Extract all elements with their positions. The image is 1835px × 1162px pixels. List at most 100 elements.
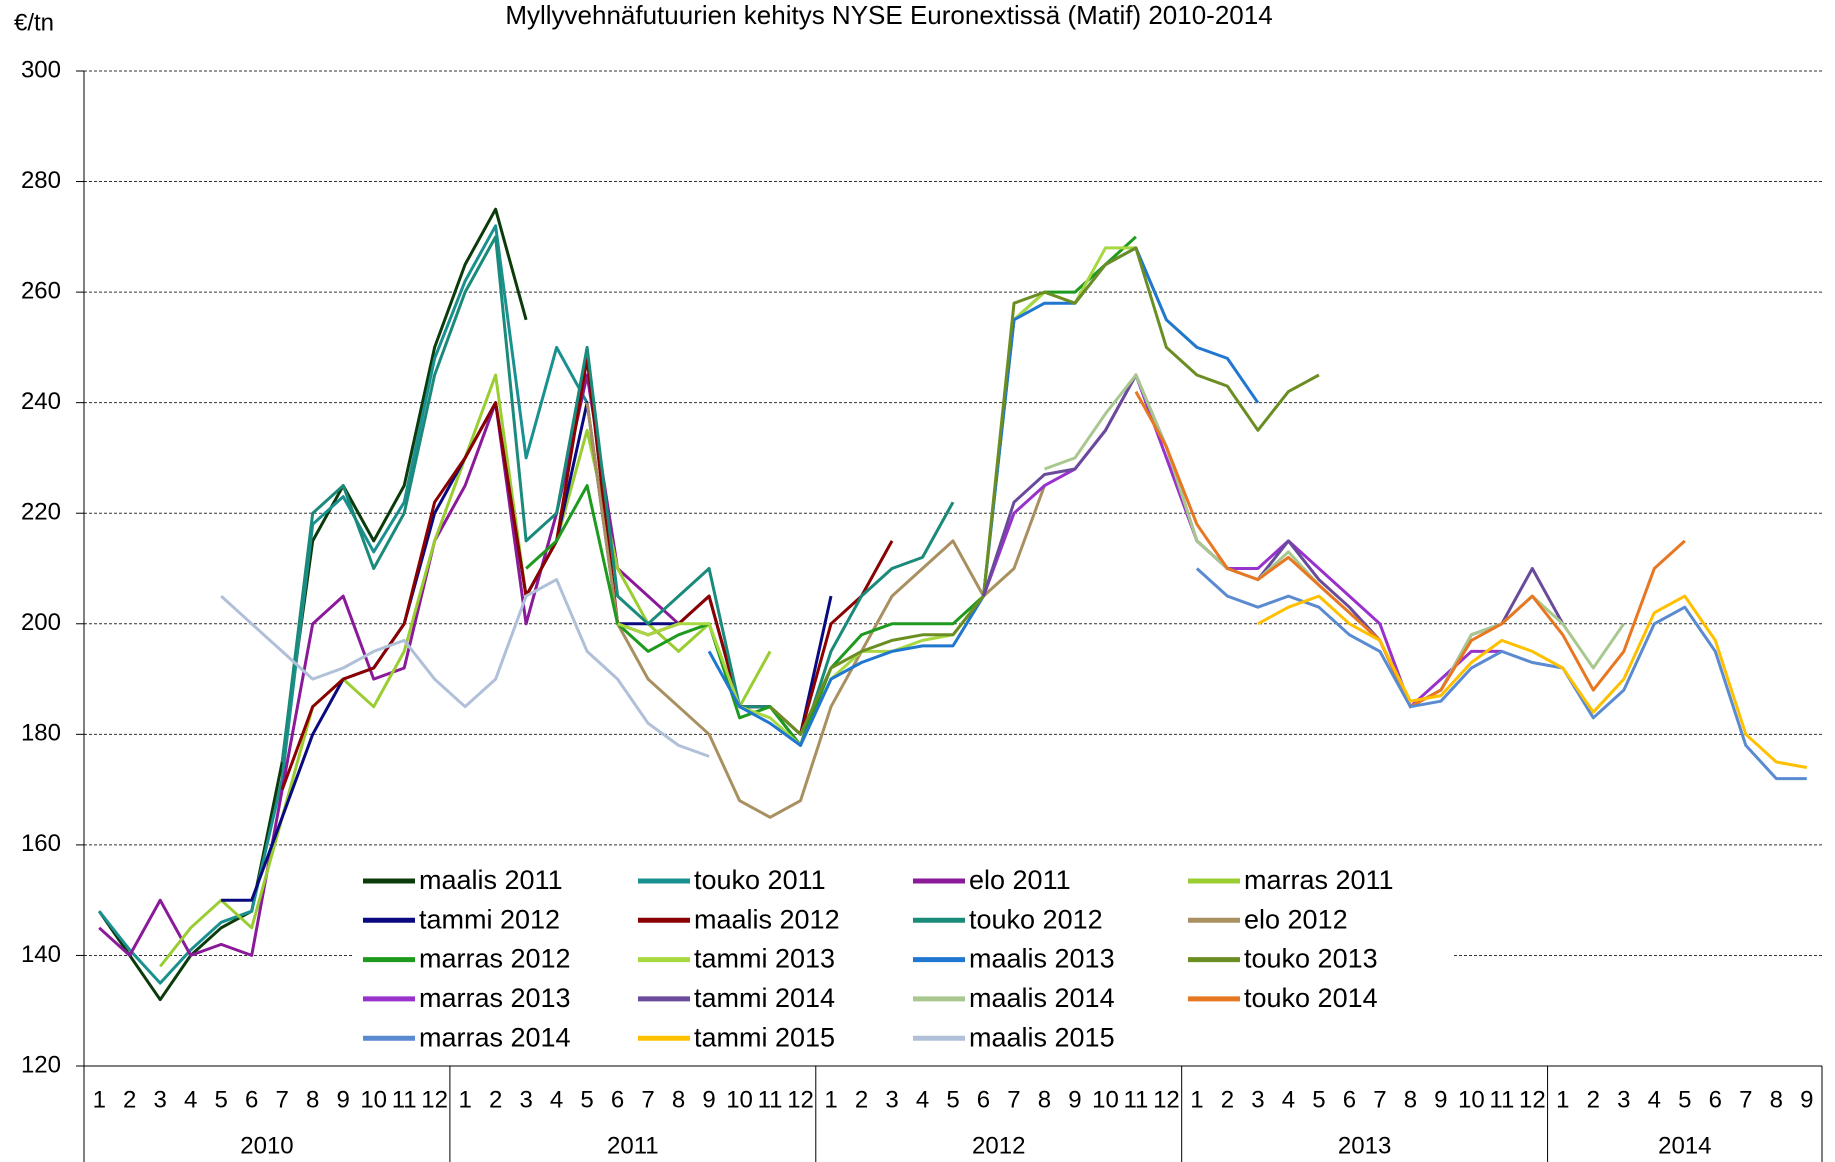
x-tick-label: 10: [1092, 1086, 1119, 1113]
x-tick-label: 2: [489, 1086, 502, 1113]
x-tick-label: 5: [1312, 1086, 1325, 1113]
legend-box: [352, 861, 1452, 1062]
x-tick-label: 3: [154, 1086, 167, 1113]
x-tick-label: 2: [1221, 1086, 1234, 1113]
x-tick-label: 10: [360, 1086, 387, 1113]
x-tick-label: 5: [946, 1086, 959, 1113]
series-line: [98, 224, 589, 985]
x-tick-label: 2: [855, 1086, 868, 1113]
legend-label: maalis 2014: [969, 983, 1115, 1013]
series-line: [98, 373, 680, 957]
x-tick-label: 8: [1038, 1086, 1051, 1113]
legend-label: tammi 2015: [694, 1022, 835, 1052]
x-tick-label: 1: [93, 1086, 106, 1113]
x-tick-label: 3: [1251, 1086, 1264, 1113]
y-tick-label: 200: [21, 609, 61, 636]
series-line: [982, 373, 1565, 709]
series-line: [707, 246, 1260, 747]
x-tick-label: 5: [580, 1086, 593, 1113]
x-tick-label: 7: [276, 1086, 289, 1113]
legend-label: maalis 2013: [969, 944, 1115, 974]
x-tick-label: 10: [726, 1086, 753, 1113]
legend-label: touko 2011: [694, 865, 826, 895]
legend-label: elo 2012: [1244, 904, 1348, 934]
legend-label: tammi 2013: [694, 944, 835, 974]
x-tick-label: 6: [1343, 1086, 1356, 1113]
x-tick-label: 4: [1282, 1086, 1295, 1113]
series-line: [1195, 567, 1807, 781]
x-tick-label: 3: [1617, 1086, 1630, 1113]
legend-label: tammi 2012: [419, 904, 560, 934]
legend-label: tammi 2014: [694, 983, 835, 1013]
x-tick-label: 9: [1434, 1086, 1447, 1113]
legend-label: maalis 2011: [419, 865, 563, 895]
series-line: [1257, 594, 1808, 769]
x-tick-label: 12: [1153, 1086, 1180, 1113]
y-tick-label: 120: [21, 1051, 61, 1078]
series-line: [617, 246, 1198, 747]
legend-label: maalis 2012: [694, 904, 840, 934]
series-line: [982, 373, 1502, 709]
x-tick-label: 4: [184, 1086, 197, 1113]
x-tick-label: 9: [702, 1086, 715, 1113]
series-line: [1043, 373, 1626, 709]
series-line: [585, 402, 1046, 819]
x-tick-label: 9: [1800, 1086, 1813, 1113]
legend-label: touko 2012: [969, 904, 1103, 934]
y-tick-label: 240: [21, 388, 61, 415]
legend-label: maalis 2015: [969, 1022, 1115, 1052]
x-tick-label: 6: [977, 1086, 990, 1113]
y-tick-label: 220: [21, 499, 61, 526]
y-tick-label: 160: [21, 830, 61, 857]
y-tick-label: 300: [21, 56, 61, 83]
x-tick-label: 12: [787, 1086, 814, 1113]
y-axis-label: €/tn: [14, 9, 54, 36]
x-tick-label: 11: [1123, 1086, 1148, 1113]
legend-label: elo 2011: [969, 865, 1071, 895]
x-tick-label: 8: [306, 1086, 319, 1113]
x-tick-label: 6: [611, 1086, 624, 1113]
year-label: 2011: [607, 1132, 659, 1159]
x-tick-label: 7: [1007, 1086, 1020, 1113]
x-tick-label: 5: [215, 1086, 228, 1113]
lines: [97, 207, 1808, 1002]
legend-label: marras 2011: [1244, 865, 1394, 895]
series-line: [280, 235, 955, 763]
legend: maalis 2011 touko 2011 elo 2011 marras 2011…: [352, 861, 1452, 1062]
x-tick-label: 5: [1678, 1086, 1691, 1113]
x-tick-label: 7: [1739, 1086, 1752, 1113]
series-line: [220, 578, 710, 758]
series-line: [1134, 390, 1686, 709]
x-tick-label: 9: [336, 1086, 349, 1113]
year-label: 2013: [1338, 1132, 1391, 1159]
legend-label: marras 2014: [419, 1022, 571, 1052]
x-tick-label: 1: [1556, 1086, 1569, 1113]
x-tick-label: 9: [1068, 1086, 1081, 1113]
series-line: [280, 356, 894, 791]
y-tick-label: 280: [21, 167, 61, 194]
y-tick-label: 260: [21, 277, 61, 304]
x-tick-label: 4: [916, 1086, 929, 1113]
x-tick-label: 11: [392, 1086, 417, 1113]
x-tick-label: 4: [1648, 1086, 1661, 1113]
x-tick-label: 2: [123, 1086, 136, 1113]
x-tick-label: 6: [245, 1086, 258, 1113]
chart-title: Myllyvehnäfutuurien kehitys NYSE Euronex…: [505, 0, 1272, 30]
legend-label: touko 2014: [1244, 983, 1378, 1013]
x-tick-label: 10: [1458, 1086, 1485, 1113]
year-label: 2012: [972, 1132, 1025, 1159]
series-line: [769, 246, 1320, 736]
x-tick-label: 8: [1404, 1086, 1417, 1113]
series-line: [97, 207, 528, 1002]
x-tick-label: 12: [421, 1086, 448, 1113]
x-tick-label: 3: [885, 1086, 898, 1113]
x-tick-label: 6: [1709, 1086, 1722, 1113]
legend-label: marras 2012: [419, 944, 571, 974]
legend-label: marras 2013: [419, 983, 571, 1013]
x-tick-label: 2: [1587, 1086, 1600, 1113]
x-tick-label: 1: [1190, 1086, 1203, 1113]
x-tick-label: 4: [550, 1086, 563, 1113]
x-tick-label: 7: [1373, 1086, 1386, 1113]
